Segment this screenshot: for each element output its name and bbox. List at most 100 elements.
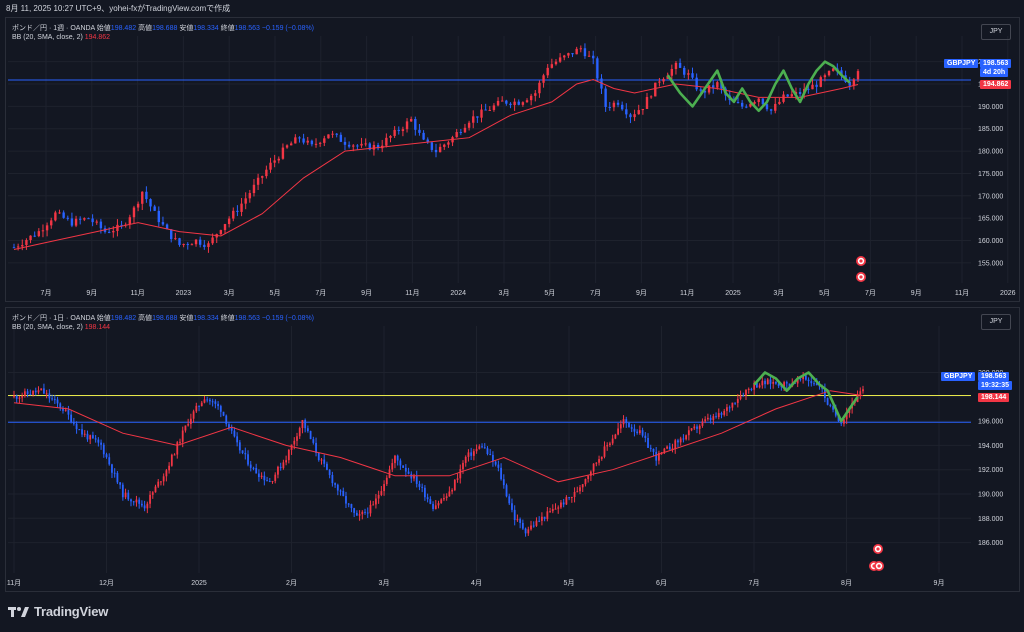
daily-candle	[810, 381, 813, 384]
weekly-y-tick: 165.000	[978, 216, 1003, 223]
daily-candle	[579, 487, 581, 492]
daily-candle	[734, 402, 737, 404]
daily-candle	[505, 485, 508, 497]
weekly-candle	[774, 103, 777, 111]
daily-candle	[200, 402, 203, 407]
weekly-candle	[649, 96, 653, 98]
daily-candle	[775, 381, 777, 384]
weekly-y-tick: 185.000	[978, 126, 1003, 133]
daily-candle	[366, 512, 369, 514]
daily-candle	[326, 463, 328, 470]
weekly-x-tick: 9月	[911, 289, 922, 297]
weekly-candle	[683, 67, 686, 75]
weekly-candle	[418, 129, 421, 133]
weekly-candle	[563, 55, 566, 58]
daily-candle	[609, 443, 611, 446]
daily-candle	[658, 452, 660, 461]
weekly-price-tag: 198.563	[980, 59, 1012, 68]
daily-candle	[383, 484, 385, 492]
daily-bb-legend[interactable]: BB (20, SMA, close, 2) 198.144	[12, 324, 110, 331]
daily-candle	[86, 433, 89, 440]
daily-candle	[456, 478, 459, 480]
daily-x-tick: 11月	[7, 579, 21, 587]
daily-candle	[268, 481, 271, 483]
daily-candle	[679, 438, 682, 443]
weekly-candle	[194, 239, 198, 245]
daily-candle	[832, 406, 834, 410]
daily-candle	[772, 381, 775, 384]
daily-candle	[108, 457, 111, 465]
weekly-candle	[16, 246, 20, 248]
weekly-y-tick: 170.000	[978, 193, 1003, 200]
daily-currency-button[interactable]: JPY	[981, 314, 1011, 330]
weekly-candle	[687, 73, 690, 75]
daily-candle	[407, 471, 410, 474]
weekly-candle	[517, 101, 520, 105]
daily-low: 198.334	[193, 315, 219, 322]
weekly-candle	[289, 143, 293, 146]
weekly-candle	[745, 106, 748, 108]
weekly-y-tick: 155.000	[978, 260, 1003, 267]
daily-candle	[293, 440, 296, 445]
weekly-candle	[583, 48, 587, 57]
daily-candle	[674, 440, 677, 449]
daily-chart-pane[interactable]: 186.000 188.000 190.000 192.000 194.000 196.0…	[5, 307, 1020, 592]
daily-candle	[315, 442, 317, 454]
daily-candle	[807, 379, 810, 382]
daily-candle	[726, 407, 728, 411]
weekly-candle	[132, 207, 136, 218]
weekly-candle	[496, 100, 500, 106]
weekly-bb-legend[interactable]: BB (20, SMA, close, 2) 194.862	[12, 34, 110, 41]
weekly-currency-button[interactable]: JPY	[981, 24, 1011, 40]
daily-candle	[500, 467, 502, 480]
daily-candle	[497, 464, 500, 468]
daily-candle	[394, 455, 396, 464]
weekly-candle	[161, 222, 165, 225]
daily-candle	[179, 441, 181, 443]
uk-flag-icon	[856, 272, 866, 282]
daily-candle	[323, 459, 326, 464]
weekly-candle	[691, 73, 694, 78]
daily-candle	[244, 453, 247, 455]
daily-candle	[769, 379, 772, 384]
daily-candle	[181, 430, 184, 442]
daily-candle	[715, 416, 717, 418]
weekly-candle	[339, 134, 343, 142]
weekly-candle	[414, 118, 417, 130]
weekly-candle	[70, 218, 74, 226]
daily-candle	[541, 516, 543, 521]
weekly-candle	[112, 230, 115, 233]
weekly-chart-canvas[interactable]: 155.000 160.000 165.000 170.000 175.000 180.0…	[6, 18, 1019, 301]
weekly-candle	[223, 224, 227, 231]
daily-candle	[233, 430, 236, 437]
daily-candle	[274, 474, 277, 482]
weekly-candle	[219, 230, 223, 235]
weekly-candle	[567, 53, 570, 56]
weekly-candle	[409, 118, 413, 122]
daily-candle	[146, 503, 149, 509]
daily-candle	[668, 446, 671, 450]
daily-candle	[728, 407, 731, 409]
daily-candle	[780, 386, 783, 388]
daily-candle	[62, 408, 64, 411]
daily-candle	[641, 430, 644, 436]
daily-candle	[26, 391, 29, 395]
daily-x-tick: 9月	[934, 579, 945, 587]
weekly-chart-pane[interactable]: 155.000 160.000 165.000 170.000 175.000 180.0…	[5, 17, 1020, 302]
weekly-candle	[232, 210, 235, 219]
daily-candle	[720, 413, 723, 415]
daily-candle	[418, 483, 421, 487]
daily-candle	[698, 425, 701, 429]
daily-candle	[638, 430, 641, 434]
daily-candle	[48, 393, 51, 399]
weekly-candle	[174, 238, 177, 240]
daily-candle	[260, 475, 263, 478]
daily-candle	[219, 406, 222, 412]
weekly-candle	[83, 218, 86, 220]
weekly-candle	[236, 210, 239, 212]
daily-price-tag: 198.563	[978, 372, 1010, 381]
daily-candle	[43, 388, 45, 394]
daily-candle	[693, 426, 696, 429]
daily-high-label: 高値	[138, 315, 153, 322]
daily-chart-canvas[interactable]: 186.000 188.000 190.000 192.000 194.000 196.0…	[6, 308, 1019, 591]
